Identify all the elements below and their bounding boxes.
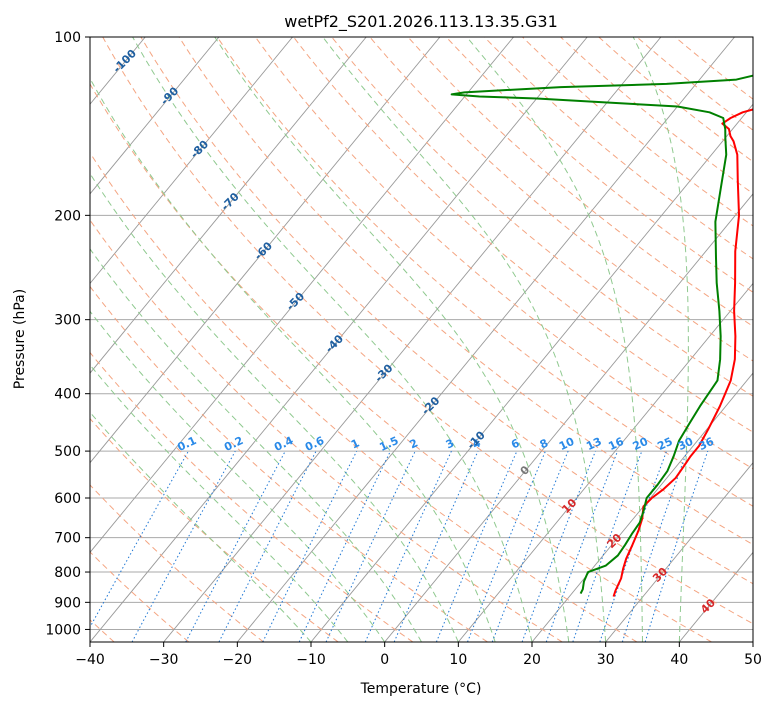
y-tick-label: 800 bbox=[54, 565, 81, 581]
isotherm-line bbox=[236, 37, 735, 642]
y-tick-label: 100 bbox=[54, 30, 81, 46]
moist-adiabat-line bbox=[132, 37, 533, 642]
dry-adiabat-line bbox=[293, 37, 753, 433]
isotherm-line bbox=[457, 282, 753, 642]
y-tick-label: 1000 bbox=[45, 622, 81, 638]
dry-adiabat-line bbox=[522, 37, 753, 227]
dry-adiabat-line bbox=[483, 37, 753, 260]
x-tick-label: 0 bbox=[380, 652, 389, 668]
x-tick-label: 30 bbox=[597, 652, 615, 668]
mixing-ratio-label: 36 bbox=[697, 435, 717, 453]
x-tick-label: 40 bbox=[670, 652, 688, 668]
isotherm-line bbox=[90, 37, 367, 374]
y-tick-label: 400 bbox=[54, 387, 81, 403]
moist-adiabat-line bbox=[322, 37, 607, 642]
y-tick-label: 200 bbox=[54, 208, 81, 224]
mixing-ratio-label: 16 bbox=[606, 435, 626, 453]
moist-adiabat-line bbox=[214, 37, 570, 642]
y-tick-label: 700 bbox=[54, 531, 81, 547]
x-axis-label: Temperature (°C) bbox=[360, 681, 482, 697]
isotherm-line bbox=[90, 37, 293, 285]
y-tick-label: 600 bbox=[54, 491, 81, 507]
plot-background bbox=[90, 37, 753, 642]
moist-adiabat-line bbox=[90, 364, 349, 642]
y-axis-label: Pressure (hPa) bbox=[12, 289, 28, 389]
moist-adiabat-line bbox=[466, 37, 643, 642]
y-tick-label: 500 bbox=[54, 444, 81, 460]
mixing-ratio-label: 20 bbox=[631, 435, 651, 453]
y-tick-label: 300 bbox=[54, 313, 81, 329]
moist-adiabat-line bbox=[90, 77, 496, 642]
moist-adiabat-line bbox=[90, 411, 312, 642]
isotherm-line bbox=[0, 37, 72, 642]
dry-adiabat-line bbox=[178, 37, 753, 546]
x-tick-label: −20 bbox=[223, 652, 253, 668]
x-tick-label: 10 bbox=[449, 652, 467, 668]
mixing-ratio-line bbox=[435, 450, 518, 642]
dry-adiabat-line bbox=[90, 484, 264, 642]
plot-frame bbox=[89, 36, 754, 643]
dry-adiabat-line bbox=[445, 37, 753, 293]
mixing-ratio-line bbox=[364, 450, 452, 642]
y-tick-label: 900 bbox=[54, 595, 81, 611]
temperature-profile-line bbox=[612, 108, 753, 597]
isotherm-line bbox=[605, 462, 753, 642]
x-tick-label: 20 bbox=[523, 652, 541, 668]
mixing-ratio-label: 30 bbox=[676, 435, 696, 453]
moist-adiabat-line bbox=[90, 310, 386, 642]
dry-adiabat-line bbox=[331, 37, 753, 397]
dry-adiabat-line bbox=[216, 37, 753, 507]
dry-adiabat-line bbox=[90, 83, 712, 642]
mixing-ratio-line bbox=[325, 450, 416, 642]
chart-title: wetPf2_S201.2026.113.13.35.G31 bbox=[284, 12, 558, 32]
axis-ticks: −40 −30 −20 −10 0 10 20 30 40 50 100 200 300 400 500 60… bbox=[45, 30, 762, 668]
dewpoint-profile-line bbox=[450, 74, 753, 595]
mixing-ratio-line bbox=[262, 450, 358, 642]
isotherm-line bbox=[163, 37, 662, 642]
mixing-ratio-line bbox=[572, 450, 643, 642]
mixing-ratio-line bbox=[131, 450, 236, 642]
isotherm-line bbox=[90, 37, 220, 195]
dry-adiabat-line bbox=[90, 219, 563, 642]
moist-adiabat-line bbox=[632, 37, 689, 642]
isotherm-line bbox=[752, 641, 753, 642]
mixing-ratio-line bbox=[621, 450, 688, 642]
profile-layer bbox=[450, 74, 753, 597]
x-tick-label: −40 bbox=[75, 652, 105, 668]
isotherm-line bbox=[531, 372, 753, 642]
isotherm-line bbox=[90, 37, 588, 642]
mixing-ratio-label: 10 bbox=[557, 435, 577, 453]
x-tick-label: −30 bbox=[149, 652, 179, 668]
x-tick-label: 50 bbox=[744, 652, 762, 668]
isotherm-line bbox=[90, 37, 441, 464]
dry-adiabat-line bbox=[140, 37, 753, 585]
mixing-ratio-label: 13 bbox=[584, 435, 603, 453]
dry-adiabat-line bbox=[102, 37, 753, 625]
isotherm-line bbox=[90, 37, 514, 554]
mixing-ratio-line bbox=[298, 450, 391, 642]
moist-adiabat-line bbox=[90, 248, 422, 642]
dry-adiabat-line bbox=[90, 285, 488, 642]
isotherm-line bbox=[384, 193, 753, 642]
mixing-ratio-line bbox=[644, 450, 709, 642]
moist-adiabat-line bbox=[90, 172, 459, 642]
mixing-ratio-line bbox=[90, 450, 189, 629]
x-tick-label: −10 bbox=[296, 652, 326, 668]
dry-adiabat-line bbox=[90, 151, 638, 642]
mixing-ratio-label: 25 bbox=[655, 435, 674, 453]
